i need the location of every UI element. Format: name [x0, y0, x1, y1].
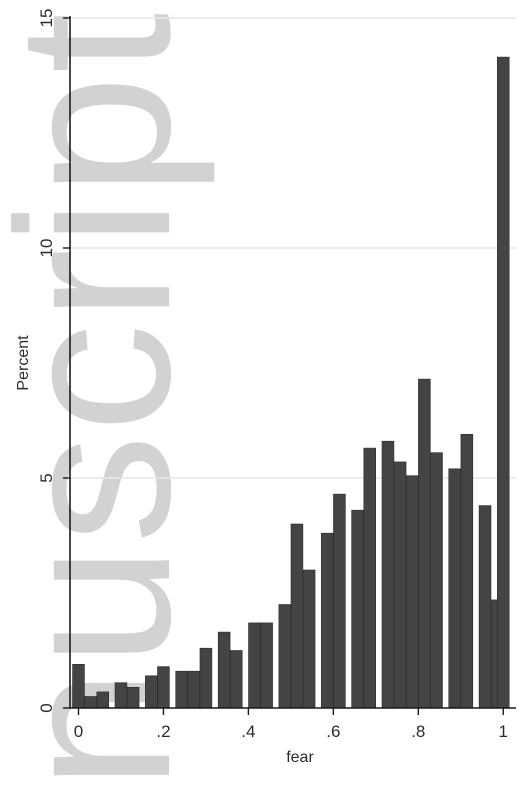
x-tick-label: .2 — [156, 722, 170, 741]
histogram-bar — [175, 670, 188, 709]
x-tick-label: 1 — [499, 722, 508, 741]
histogram-bar — [333, 493, 346, 709]
histogram-bar — [230, 650, 243, 709]
x-tick-label: .6 — [326, 722, 340, 741]
histogram-bar — [381, 440, 395, 709]
histogram-bar — [114, 682, 128, 709]
gridlines — [70, 17, 516, 479]
histogram-bar — [393, 461, 407, 709]
histogram-bar — [351, 509, 364, 709]
bars — [72, 56, 510, 709]
histogram-bar — [248, 622, 261, 709]
y-tick-label: 15 — [37, 9, 56, 28]
histogram-bar — [405, 475, 419, 709]
histogram-bar — [278, 604, 292, 709]
histogram-bar — [448, 468, 461, 709]
histogram-bar — [145, 675, 158, 709]
x-tick-label: 0 — [74, 722, 83, 741]
histogram-bar — [157, 666, 170, 709]
histogram-bar — [72, 663, 85, 709]
x-tick-label: .8 — [411, 722, 425, 741]
histogram-bar — [478, 505, 492, 709]
histogram-bar — [302, 569, 316, 709]
histogram-bar — [187, 670, 201, 709]
histogram-bar — [260, 622, 273, 709]
x-axis-label: fear — [286, 749, 314, 766]
axes — [69, 16, 516, 709]
x-tick-labels: 0 .2 .4 .6 .8 1 — [74, 708, 508, 741]
y-tick-label: 0 — [37, 703, 56, 712]
histogram-bar — [363, 447, 376, 709]
histogram-bar — [199, 647, 213, 709]
histogram-bar — [418, 378, 431, 709]
histogram-bar — [96, 691, 109, 709]
histogram-bar — [321, 532, 334, 709]
y-tick-label: 10 — [37, 239, 56, 258]
histogram-bar — [126, 686, 140, 709]
histogram-bar — [460, 433, 474, 709]
histogram-bar — [290, 523, 304, 709]
histogram-chart: 0 5 10 15 0 .2 .4 .6 .8 1 Percent fear — [15, 9, 516, 766]
y-axis-label: Percent — [15, 335, 32, 391]
histogram-bar — [217, 631, 231, 709]
histogram-bar — [430, 452, 443, 709]
y-tick-label: 5 — [37, 473, 56, 482]
histogram-bar — [497, 56, 510, 709]
y-tick-labels: 0 5 10 15 — [37, 9, 70, 713]
x-tick-label: .4 — [241, 722, 255, 741]
histogram-bar — [84, 696, 97, 709]
